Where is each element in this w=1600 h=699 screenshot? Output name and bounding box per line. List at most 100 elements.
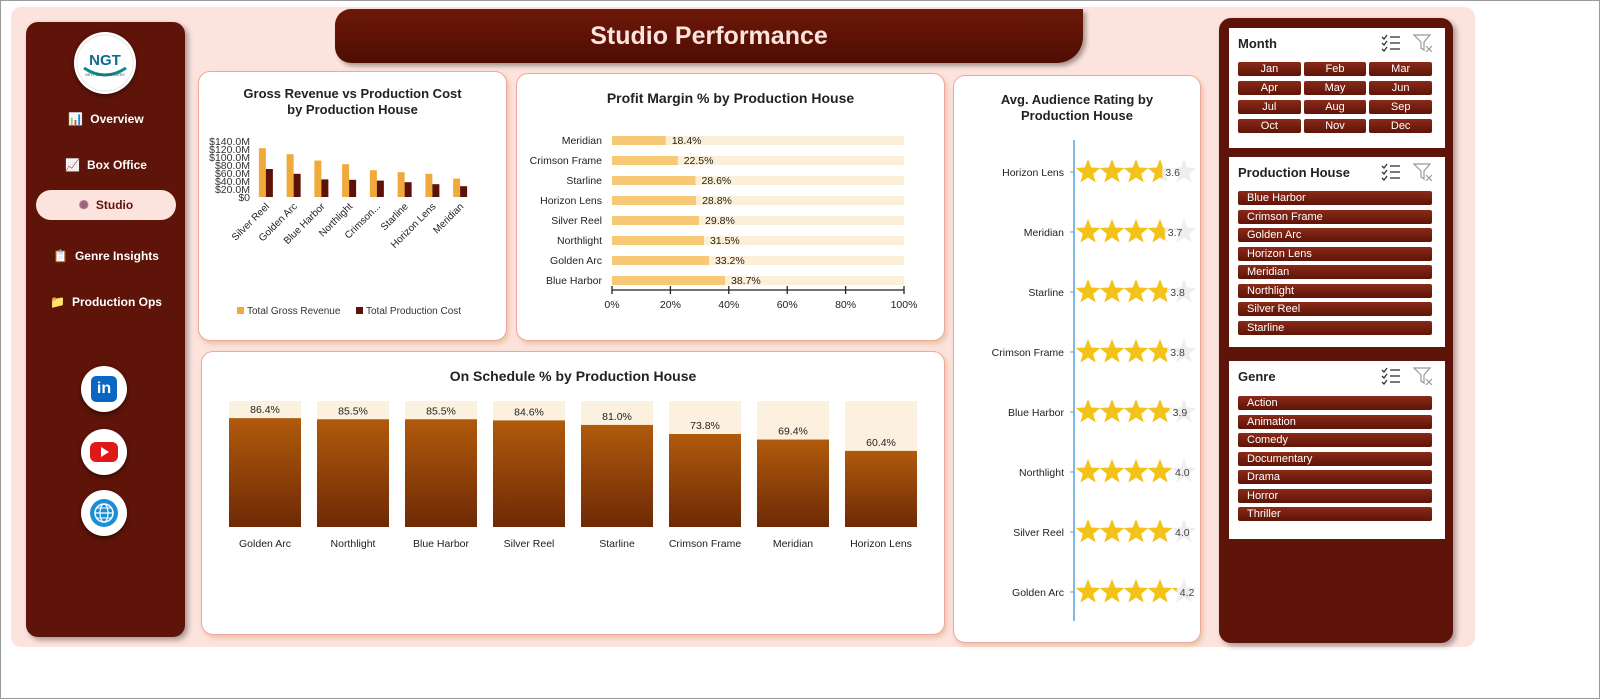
data-label: 73.8% — [690, 420, 720, 432]
margin-bar — [612, 156, 678, 165]
category-label: Blue Harbor — [413, 538, 470, 550]
schedule-bar — [845, 450, 917, 527]
slicer-item-blue-harbor[interactable]: Blue Harbor — [1238, 191, 1432, 205]
category-label: Meridian — [773, 538, 813, 550]
legend-label: Total Gross Revenue — [247, 306, 341, 317]
data-label: 28.6% — [702, 175, 732, 187]
linkedin-button[interactable]: in — [81, 366, 127, 412]
slicer-item-oct[interactable]: Oct — [1238, 119, 1301, 133]
clipboard-icon: 📋 — [53, 249, 68, 263]
slicer-item-dec[interactable]: Dec — [1369, 119, 1432, 133]
cost-bar — [460, 186, 468, 197]
revenue-bar — [369, 170, 377, 197]
slicer-item-aug[interactable]: Aug — [1303, 100, 1367, 114]
data-label: 33.2% — [715, 255, 745, 267]
youtube-button[interactable] — [81, 429, 127, 475]
slicer-item-nov[interactable]: Nov — [1303, 119, 1367, 133]
slicer-item-apr[interactable]: Apr — [1238, 81, 1301, 95]
genre-slicer: Genre Action Animation Comedy Documentary Dr… — [1229, 361, 1445, 539]
multi-select-icon[interactable] — [1381, 367, 1401, 385]
slicer-item-horizon-lens[interactable]: Horizon Lens — [1238, 246, 1432, 261]
slicer-item-horror[interactable]: Horror — [1238, 488, 1432, 503]
category-label: Golden Arc — [1012, 587, 1064, 599]
clear-filter-icon[interactable] — [1413, 367, 1433, 385]
production-house-slicer: Production House Blue Harbor Crimson Fram… — [1229, 157, 1445, 347]
data-label: 81.0% — [602, 411, 632, 423]
star-filled-icon — [1123, 579, 1149, 603]
category-label: Crimson Frame — [530, 155, 603, 167]
category-label: Silver Reel — [551, 215, 602, 227]
star-filled-icon — [1147, 399, 1170, 423]
slicer-title: Month — [1238, 36, 1277, 51]
cost-bar — [349, 179, 357, 197]
cost-bar — [321, 179, 329, 197]
bar-track — [612, 216, 904, 225]
legend-swatch-cost — [356, 307, 363, 314]
on-schedule-chart: 86.4% Golden Arc 85.5% Northlight 85.5% Blue … — [229, 401, 917, 550]
y-tick-label: $120.0M — [209, 144, 250, 156]
slicer-item-starline[interactable]: Starline — [1238, 320, 1432, 335]
slicer-item-animation[interactable]: Animation — [1238, 414, 1432, 429]
revenue-bar — [397, 172, 405, 197]
star-filled-icon — [1147, 159, 1163, 183]
nav-item-studio[interactable]: ✺ Studio — [36, 190, 176, 220]
slicer-item-meridian[interactable]: Meridian — [1238, 265, 1432, 279]
slicer-item-documentary[interactable]: Documentary — [1238, 451, 1432, 466]
star-filled-icon — [1099, 399, 1125, 423]
multi-select-icon[interactable] — [1381, 34, 1401, 52]
x-tick-label: 40% — [718, 299, 739, 311]
slicer-item-may[interactable]: May — [1303, 81, 1367, 95]
slicer-item-comedy[interactable]: Comedy — [1238, 433, 1432, 447]
logo-mark: NGT NEXT GEN TEMPLATES — [76, 34, 134, 92]
nav-item-overview[interactable]: 📊 Overview — [36, 104, 176, 134]
profit-margin-card: Profit Margin % by Production House Meri… — [516, 73, 945, 341]
slicer-item-northlight[interactable]: Northlight — [1238, 283, 1432, 298]
data-label: 60.4% — [866, 437, 896, 449]
category-label: Northlight — [557, 235, 602, 247]
slicer-item-crimson-frame[interactable]: Crimson Frame — [1238, 209, 1432, 224]
category-label: Silver Reel — [504, 538, 555, 550]
slicer-item-jan[interactable]: Jan — [1238, 62, 1301, 76]
category-label: Starline — [599, 538, 635, 550]
star-filled-icon — [1099, 159, 1125, 183]
margin-bar — [612, 276, 726, 285]
y-tick-label: $20.0M — [215, 184, 250, 196]
on-schedule-card: On Schedule % by Production House 86.4% G… — [201, 351, 945, 635]
star-empty-icon — [1171, 399, 1197, 423]
category-label: Horizon Lens — [850, 538, 912, 550]
slicer-item-feb[interactable]: Feb — [1303, 62, 1367, 76]
slicer-item-sep[interactable]: Sep — [1369, 100, 1432, 114]
slicer-item-jul[interactable]: Jul — [1238, 100, 1301, 114]
clear-filter-icon[interactable] — [1413, 163, 1433, 181]
star-filled-icon — [1099, 219, 1125, 243]
slicer-item-thriller[interactable]: Thriller — [1238, 507, 1432, 521]
globe-icon — [90, 499, 118, 527]
data-label: 85.5% — [338, 405, 368, 417]
slicer-item-action[interactable]: Action — [1238, 396, 1432, 410]
margin-bar — [612, 196, 697, 205]
slicer-item-drama[interactable]: Drama — [1238, 470, 1432, 484]
slicer-item-golden-arc[interactable]: Golden Arc — [1238, 228, 1432, 242]
nav-item-production-ops[interactable]: 📁 Production Ops — [36, 287, 176, 317]
clear-filter-icon[interactable] — [1413, 34, 1433, 52]
schedule-bar — [493, 420, 565, 527]
star-filled-icon — [1099, 279, 1125, 303]
revenue-bar — [314, 160, 322, 197]
category-label: Blue Harbor — [1008, 407, 1065, 419]
star-empty-icon — [1171, 519, 1197, 543]
nav-item-genre-insights[interactable]: 📋 Genre Insights — [36, 241, 176, 271]
star-filled-icon — [1123, 159, 1149, 183]
profit-margin-title: Profit Margin % by Production House — [606, 90, 855, 106]
star-empty-icon — [1171, 279, 1197, 303]
revenue-bar — [342, 164, 350, 197]
website-button[interactable] — [81, 490, 127, 536]
slicer-item-mar[interactable]: Mar — [1369, 62, 1432, 76]
star-filled-icon — [1076, 399, 1101, 423]
category-label: Horizon Lens — [540, 195, 602, 207]
multi-select-icon[interactable] — [1381, 163, 1401, 181]
slicer-item-silver-reel[interactable]: Silver Reel — [1238, 302, 1432, 316]
nav-item-box-office[interactable]: 📈 Box Office — [36, 150, 176, 180]
slicer-item-jun[interactable]: Jun — [1369, 81, 1432, 95]
star-filled-icon — [1147, 459, 1172, 483]
